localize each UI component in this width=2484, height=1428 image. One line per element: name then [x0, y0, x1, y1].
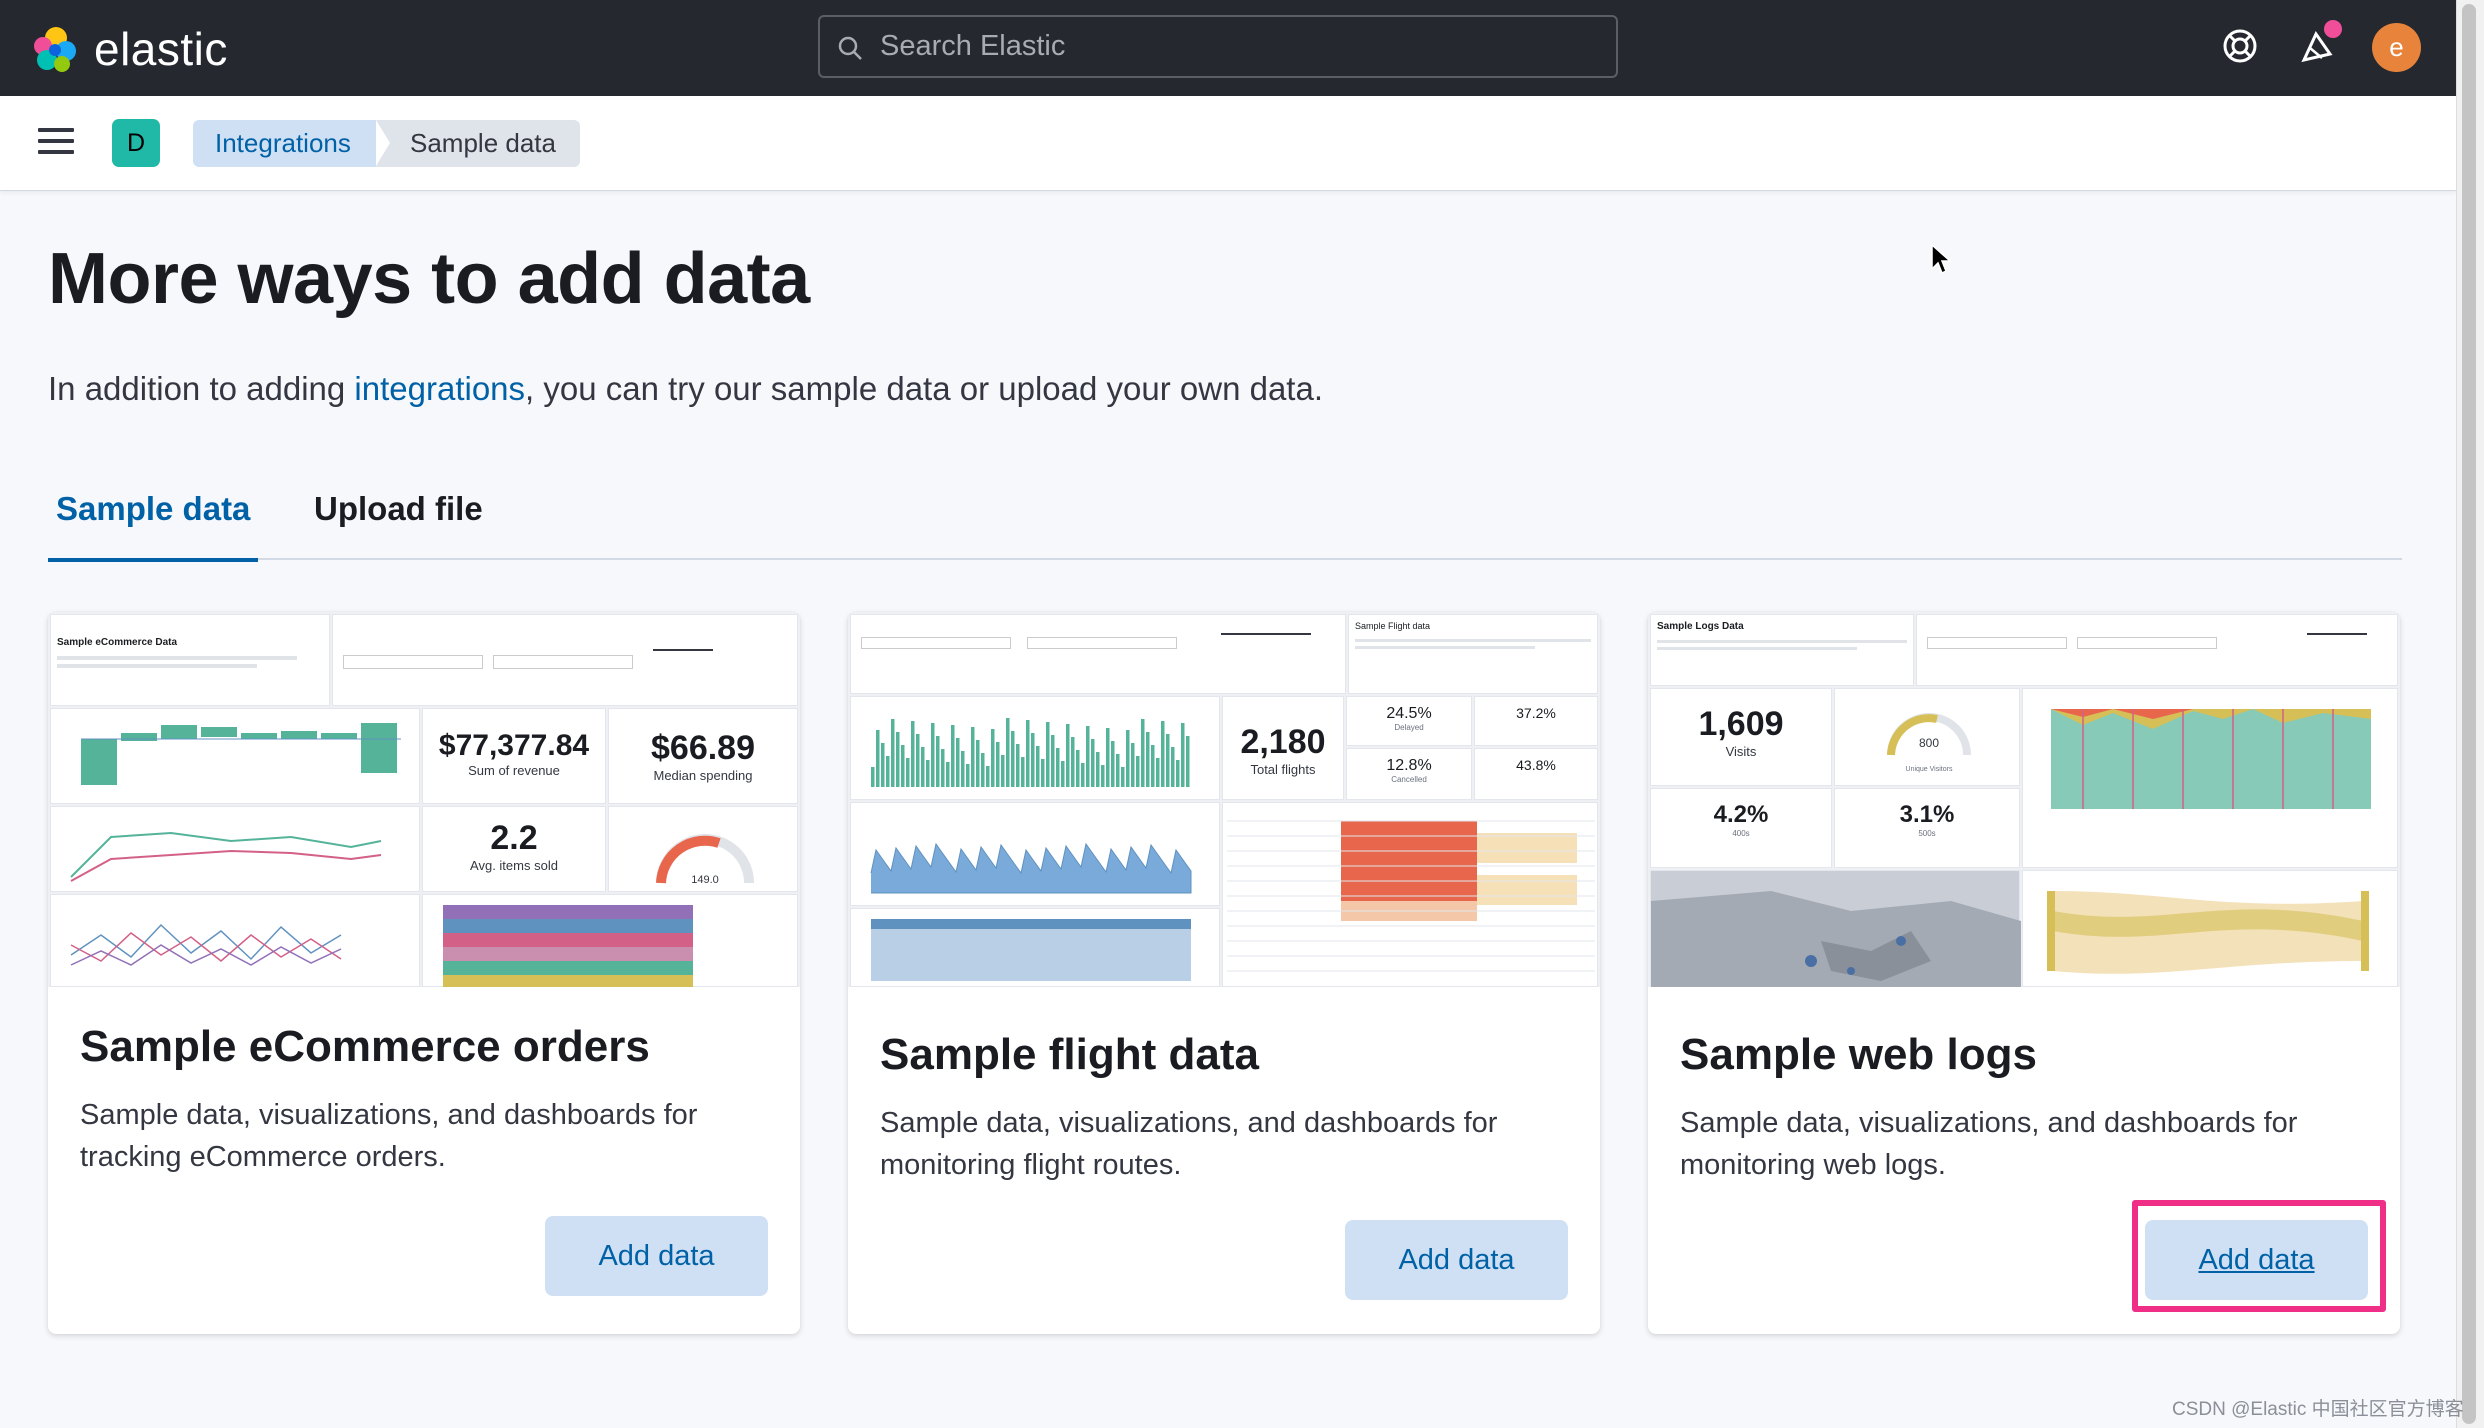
ecommerce-line-chart [70, 831, 382, 882]
ecommerce-gauge: 149.0 [656, 834, 754, 886]
page-title: More ways to add data [48, 239, 810, 319]
mouse-cursor-icon [1931, 243, 1952, 275]
flights-delay-type-chart [871, 919, 1191, 981]
space-avatar[interactable]: D [112, 119, 160, 167]
add-web-logs-data-button[interactable]: Add data [2145, 1220, 2368, 1300]
flights-delayed-cities-table [1227, 820, 1595, 972]
weblogs-dashboard-thumbnail: Sample Logs Data 1,609 Visits 800 Unique… [1648, 612, 2400, 987]
card-flights: Sample Flight data 2,180 Total flights 2… [848, 612, 1600, 1334]
add-ecommerce-data-button[interactable]: Add data [545, 1216, 768, 1296]
top-header: elastic e [0, 0, 2456, 96]
search-icon [838, 36, 862, 60]
flights-count-chart [871, 718, 1190, 787]
user-avatar[interactable]: e [2372, 23, 2421, 72]
newsfeed-icon[interactable] [2296, 24, 2340, 68]
watermark-text: CSDN @Elastic 中国社区官方博客 [2172, 1399, 2464, 1420]
weblogs-sankey [2047, 891, 2369, 974]
card-title: Sample eCommerce orders [80, 1022, 650, 1071]
integrations-link[interactable]: integrations [354, 370, 526, 407]
highlight-box [2132, 1200, 2386, 1312]
tab-sample-data[interactable]: Sample data [48, 490, 259, 562]
ecommerce-promotion-chart [70, 923, 342, 966]
ecommerce-bar-chart [81, 723, 401, 785]
weblogs-response-codes-chart [2051, 709, 2371, 809]
tab-upload-file[interactable]: Upload file [314, 490, 483, 527]
svg-text:800: 800 [1919, 736, 1939, 750]
card-description: Sample data, visualizations, and dashboa… [80, 1099, 698, 1173]
card-title: Sample web logs [1680, 1030, 2037, 1079]
weblogs-gauge: 800 Unique Visitors [1887, 713, 1971, 773]
search-bar[interactable] [818, 15, 1618, 78]
add-flight-data-button[interactable]: Add data [1345, 1220, 1568, 1300]
search-input[interactable] [880, 17, 1600, 76]
help-icon[interactable] [2218, 24, 2262, 68]
breadcrumb-bar: D Integrations Sample data [0, 96, 2456, 191]
intro-text: In addition to adding integrations, you … [48, 370, 1323, 407]
weblogs-map [1651, 891, 2021, 987]
elastic-logo[interactable]: elastic [30, 22, 228, 76]
ecommerce-dashboard-thumbnail: Sample eCommerce Data $77,377.84 Sum of … [48, 612, 800, 987]
breadcrumb-sample-data: Sample data [376, 120, 580, 167]
notification-dot [2324, 20, 2342, 38]
logo-text: elastic [94, 23, 228, 75]
card-description: Sample data, visualizations, and dashboa… [1680, 1107, 2298, 1181]
scrollbar-thumb[interactable] [2462, 4, 2476, 1424]
tab-bar: Sample data Upload file [48, 478, 2402, 562]
flights-dashboard-thumbnail: Sample Flight data 2,180 Total flights 2… [848, 612, 1600, 987]
menu-toggle-button[interactable] [38, 128, 74, 158]
card-title: Sample flight data [880, 1030, 1259, 1079]
card-ecommerce: Sample eCommerce Data $77,377.84 Sum of … [48, 612, 800, 1334]
svg-text:Unique Visitors: Unique Visitors [1906, 766, 1953, 773]
card-web-logs: Sample Logs Data 1,609 Visits 800 Unique… [1648, 612, 2400, 1334]
elastic-logo-icon [34, 27, 76, 72]
card-description: Sample data, visualizations, and dashboa… [880, 1107, 1498, 1181]
breadcrumb-integrations[interactable]: Integrations [193, 120, 393, 167]
ecommerce-stacked-bars [443, 905, 693, 987]
flights-delays-chart [870, 842, 1192, 894]
svg-text:149.0: 149.0 [691, 874, 719, 886]
